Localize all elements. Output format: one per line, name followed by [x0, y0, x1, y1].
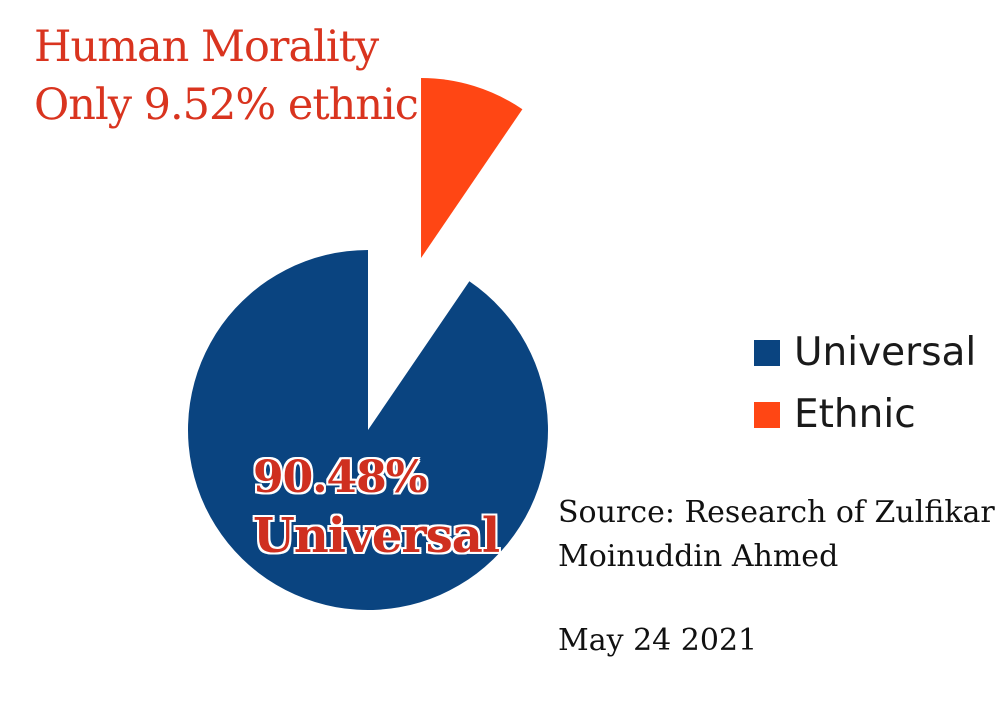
legend-swatch-ethnic	[754, 401, 780, 428]
legend-label-universal: Universal	[794, 330, 977, 375]
slice-label-universal-name: Universal	[253, 508, 500, 564]
source-date: May 24 2021	[558, 623, 758, 658]
legend-item-universal: Universal	[754, 330, 976, 375]
pie-slice-ethnic	[421, 77, 523, 258]
legend-swatch-universal	[754, 339, 780, 366]
source-line-1: Source: Research of Zulfikar	[558, 495, 995, 530]
chart-title-line-1: Human Morality	[34, 22, 379, 72]
legend-item-ethnic: Ethnic	[754, 392, 916, 437]
pie-slice-universal	[188, 249, 549, 610]
legend-label-ethnic: Ethnic	[794, 392, 916, 437]
slice-label-universal-value: 90.48%	[253, 452, 428, 503]
source-line-2: Moinuddin Ahmed	[558, 539, 839, 574]
chart-title-line-2: Only 9.52% ethnic	[34, 80, 419, 130]
